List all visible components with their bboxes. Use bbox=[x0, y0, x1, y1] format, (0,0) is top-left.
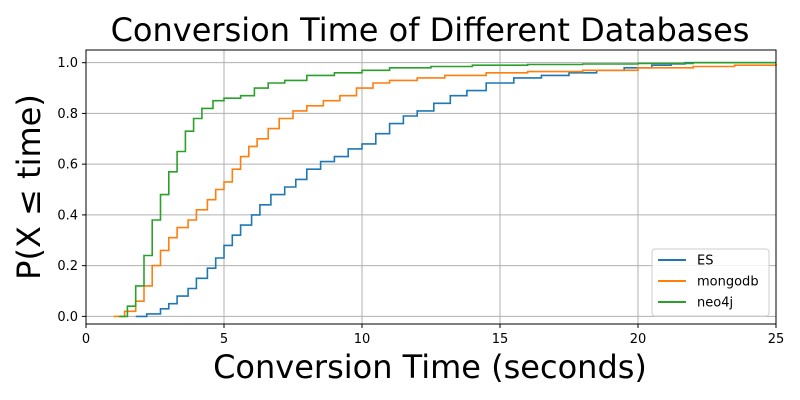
x-tick-label: 5 bbox=[220, 332, 228, 347]
y-tick-label: 0.8 bbox=[57, 107, 78, 122]
x-axis-title: Conversion Time (seconds) bbox=[213, 348, 647, 386]
y-tick-label: 0.2 bbox=[57, 259, 78, 274]
y-tick-label: 0.0 bbox=[57, 310, 78, 325]
x-tick-label: 15 bbox=[492, 332, 509, 347]
x-tick-label: 0 bbox=[82, 332, 90, 347]
y-tick-label: 0.4 bbox=[57, 208, 78, 223]
legend-label-es: ES bbox=[697, 254, 713, 269]
y-tick-label: 1.0 bbox=[57, 56, 78, 71]
y-tick-label: 0.6 bbox=[57, 158, 78, 173]
legend: ES mongodb neo4j bbox=[651, 248, 770, 317]
series-line-neo4j bbox=[119, 61, 776, 318]
y-axis-title: P(X ≤ time) bbox=[10, 94, 48, 280]
x-tick-label: 25 bbox=[768, 332, 785, 347]
series-lines bbox=[113, 61, 777, 318]
series-line-mongodb bbox=[113, 64, 777, 318]
legend-label-neo4j: neo4j bbox=[697, 296, 733, 311]
plot-frame bbox=[85, 49, 777, 325]
x-tick-label: 10 bbox=[354, 332, 371, 347]
axis-ticks: 0 5 10 15 20 25 0.0 0.2 0.4 0.6 0.8 1.0 bbox=[57, 56, 784, 347]
legend-label-mongodb: mongodb bbox=[697, 275, 759, 290]
series-line-es bbox=[135, 61, 776, 318]
x-tick-label: 20 bbox=[630, 332, 647, 347]
legend-box bbox=[651, 248, 770, 317]
chart-title: Conversion Time of Different Databases bbox=[111, 11, 750, 49]
